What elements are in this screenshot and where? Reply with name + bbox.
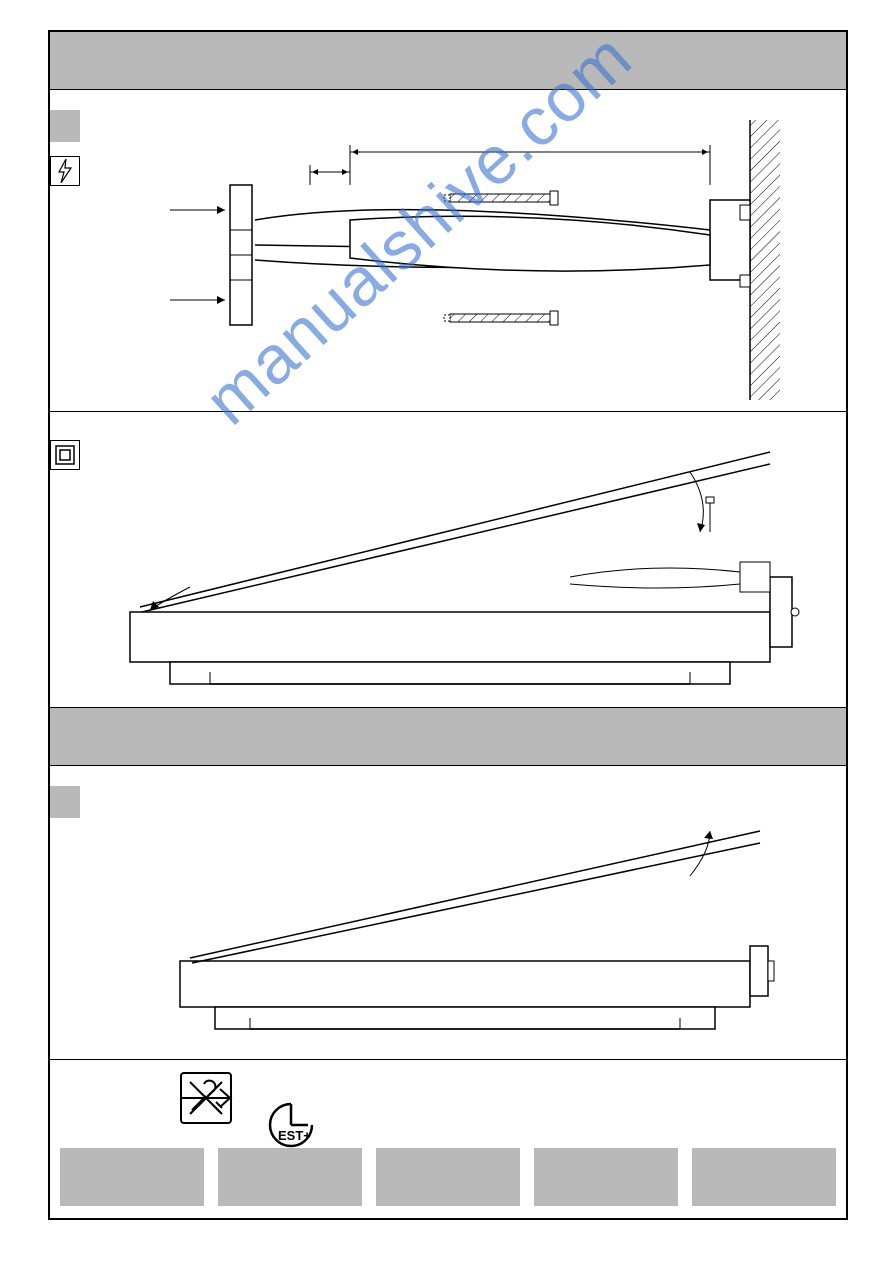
- footer-box-2: [218, 1148, 362, 1206]
- section-open-cover: [50, 766, 846, 1060]
- est-label: EST+: [278, 1128, 311, 1143]
- open-cover-diagram: [50, 766, 850, 1060]
- footer-icons: EST+: [180, 1072, 264, 1124]
- arrow-right-icon: [180, 1083, 250, 1113]
- section-close-cover: [50, 412, 846, 708]
- footer-boxes: [60, 1148, 836, 1206]
- footer-box-5: [692, 1148, 836, 1206]
- footer-box-4: [534, 1148, 678, 1206]
- footer-box-1: [60, 1148, 204, 1206]
- page-frame: EST+ manualshive.com: [48, 30, 848, 1220]
- footer-section: EST+: [50, 1060, 846, 1216]
- header-bar: [50, 32, 846, 90]
- mounting-diagram: [50, 90, 850, 412]
- section-bar-2: [50, 708, 846, 766]
- footer-box-3: [376, 1148, 520, 1206]
- close-cover-diagram: [50, 412, 850, 708]
- section-mounting: [50, 90, 846, 412]
